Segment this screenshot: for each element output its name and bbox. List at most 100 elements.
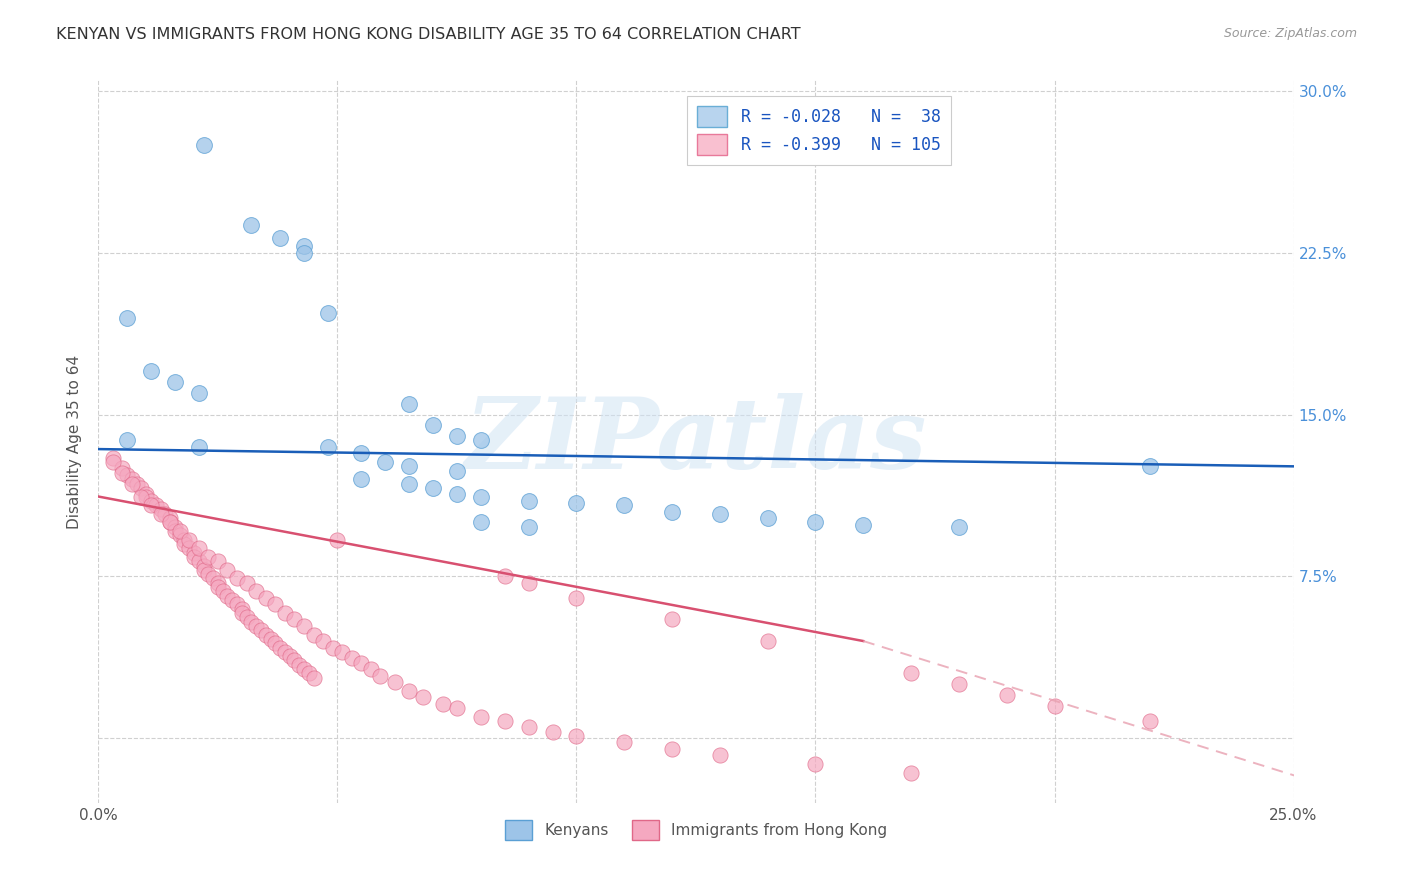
Point: [202, 572, 225, 586]
Point: [187, 386, 209, 401]
Point: [149, 502, 172, 516]
Point: [709, 507, 731, 521]
Point: [900, 765, 922, 780]
Point: [948, 677, 970, 691]
Point: [131, 481, 153, 495]
Point: [211, 584, 233, 599]
Point: [169, 528, 191, 542]
Point: [254, 627, 277, 641]
Point: [384, 675, 406, 690]
Point: [661, 742, 683, 756]
Point: [197, 549, 219, 564]
Point: [245, 619, 267, 633]
Point: [470, 709, 492, 723]
Point: [852, 517, 875, 532]
Point: [135, 487, 157, 501]
Point: [298, 666, 321, 681]
Point: [374, 455, 396, 469]
Point: [613, 498, 636, 512]
Point: [240, 615, 263, 629]
Point: [173, 533, 195, 547]
Point: [316, 306, 339, 320]
Point: [995, 688, 1018, 702]
Point: [1043, 698, 1066, 713]
Point: [330, 645, 353, 659]
Point: [804, 756, 827, 771]
Point: [264, 598, 287, 612]
Point: [254, 591, 277, 605]
Point: [173, 537, 195, 551]
Point: [269, 231, 291, 245]
Point: [412, 690, 434, 705]
Point: [494, 714, 516, 728]
Point: [101, 450, 124, 465]
Point: [470, 516, 492, 530]
Point: [613, 735, 636, 749]
Point: [422, 481, 444, 495]
Point: [370, 668, 392, 682]
Point: [169, 524, 191, 538]
Point: [111, 466, 134, 480]
Point: [470, 490, 492, 504]
Point: [159, 516, 181, 530]
Point: [398, 459, 420, 474]
Point: [111, 461, 134, 475]
Point: [197, 567, 219, 582]
Point: [283, 653, 305, 667]
Point: [250, 624, 273, 638]
Point: [517, 575, 540, 590]
Point: [231, 601, 253, 615]
Point: [432, 697, 454, 711]
Point: [340, 651, 363, 665]
Text: KENYAN VS IMMIGRANTS FROM HONG KONG DISABILITY AGE 35 TO 64 CORRELATION CHART: KENYAN VS IMMIGRANTS FROM HONG KONG DISA…: [56, 27, 801, 42]
Point: [709, 748, 731, 763]
Point: [517, 493, 540, 508]
Legend: Kenyans, Immigrants from Hong Kong: Kenyans, Immigrants from Hong Kong: [499, 814, 893, 846]
Point: [187, 541, 209, 556]
Y-axis label: Disability Age 35 to 64: Disability Age 35 to 64: [67, 354, 83, 529]
Point: [159, 511, 181, 525]
Point: [179, 533, 201, 547]
Point: [274, 606, 297, 620]
Point: [756, 511, 779, 525]
Point: [283, 612, 305, 626]
Point: [312, 634, 335, 648]
Point: [316, 440, 339, 454]
Point: [245, 584, 267, 599]
Point: [1139, 459, 1161, 474]
Point: [302, 671, 325, 685]
Point: [235, 610, 257, 624]
Point: [163, 524, 186, 538]
Point: [302, 627, 325, 641]
Point: [231, 606, 253, 620]
Point: [565, 496, 588, 510]
Point: [163, 520, 186, 534]
Point: [398, 476, 420, 491]
Point: [494, 569, 516, 583]
Point: [207, 554, 229, 568]
Point: [446, 429, 468, 443]
Point: [207, 575, 229, 590]
Point: [398, 683, 420, 698]
Point: [264, 636, 287, 650]
Point: [131, 490, 153, 504]
Point: [565, 729, 588, 743]
Point: [217, 589, 239, 603]
Point: [159, 516, 181, 530]
Point: [517, 720, 540, 734]
Point: [661, 505, 683, 519]
Point: [135, 490, 157, 504]
Point: [115, 467, 138, 482]
Point: [278, 649, 301, 664]
Point: [163, 376, 186, 390]
Point: [274, 645, 297, 659]
Point: [288, 657, 311, 672]
Point: [326, 533, 349, 547]
Point: [115, 434, 138, 448]
Point: [121, 472, 143, 486]
Point: [139, 364, 162, 378]
Point: [193, 558, 215, 573]
Point: [1139, 714, 1161, 728]
Point: [565, 591, 588, 605]
Point: [322, 640, 344, 655]
